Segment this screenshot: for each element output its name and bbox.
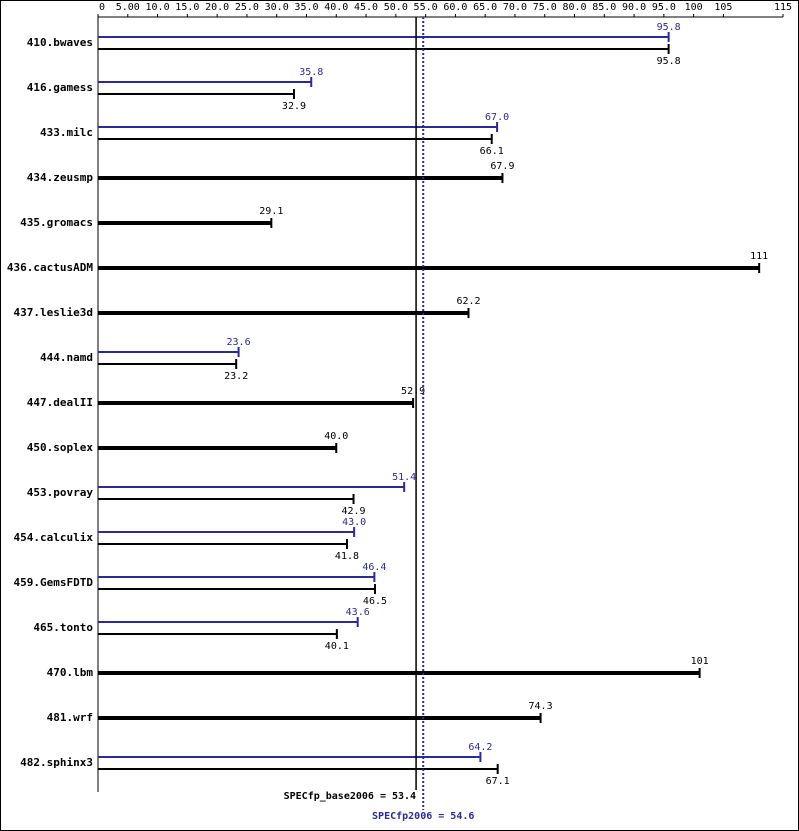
x-tick-label: 35.0 [294, 2, 318, 13]
category-label: 435.gromacs [20, 216, 93, 229]
value-label: 46.4 [362, 562, 386, 573]
reference-label: SPECfp2006 = 54.6 [372, 811, 474, 822]
category-label: 482.sphinx3 [20, 756, 93, 769]
value-label: 43.0 [342, 517, 366, 528]
x-tick-label: 50.0 [384, 2, 408, 13]
x-tick-label: 25.0 [235, 2, 259, 13]
value-label: 40.1 [325, 641, 349, 652]
value-label: 67.1 [486, 776, 510, 787]
x-tick-label: 85.0 [592, 2, 616, 13]
x-tick-label: 95.0 [652, 2, 676, 13]
x-tick-label: 20.0 [205, 2, 229, 13]
value-label: 66.1 [480, 146, 504, 157]
value-label: 40.0 [324, 431, 348, 442]
value-label: 32.9 [282, 101, 306, 112]
category-label: 416.gamess [27, 81, 93, 94]
value-label: 74.3 [529, 701, 553, 712]
value-label: 64.2 [468, 742, 492, 753]
x-tick-label: 40.0 [324, 2, 348, 13]
category-label: 454.calculix [14, 531, 94, 544]
category-label: 459.GemsFDTD [14, 576, 94, 589]
value-label: 52.9 [401, 386, 425, 397]
category-label: 444.namd [40, 351, 93, 364]
value-label: 41.8 [335, 551, 359, 562]
value-label: 35.8 [299, 67, 323, 78]
x-tick-label: 60.0 [443, 2, 467, 13]
x-tick-label: 80.0 [562, 2, 586, 13]
value-label: 95.8 [657, 56, 681, 67]
x-tick-label: 65.0 [473, 2, 497, 13]
x-tick-label: 105 [714, 2, 732, 13]
category-label: 434.zeusmp [27, 171, 94, 184]
category-label: 437.leslie3d [14, 306, 93, 319]
value-label: 29.1 [259, 206, 283, 217]
x-tick-label: 15.0 [175, 2, 199, 13]
value-label: 67.9 [490, 161, 514, 172]
category-label: 436.cactusADM [7, 261, 93, 274]
value-label: 95.8 [657, 22, 681, 33]
value-label: 101 [691, 656, 709, 667]
value-label: 23.2 [224, 371, 248, 382]
value-label: 67.0 [485, 112, 509, 123]
value-label: 46.5 [363, 596, 387, 607]
value-label: 42.9 [341, 506, 365, 517]
value-label: 62.2 [456, 296, 480, 307]
x-tick-label: 115 [774, 2, 792, 13]
category-label: 447.dealII [27, 396, 93, 409]
reference-label: SPECfp_base2006 = 53.4 [284, 791, 416, 802]
category-label: 481.wrf [47, 711, 93, 724]
value-label: 111 [750, 251, 768, 262]
x-tick-label: 10.0 [146, 2, 170, 13]
x-tick-label: 70.0 [503, 2, 527, 13]
category-label: 470.lbm [47, 666, 94, 679]
x-tick-label: 55.0 [414, 2, 438, 13]
x-tick-label: 30.0 [265, 2, 289, 13]
category-label: 453.povray [27, 486, 94, 499]
value-label: 51.4 [392, 472, 416, 483]
value-label: 43.6 [346, 607, 370, 618]
x-tick-label: 90.0 [622, 2, 646, 13]
category-label: 410.bwaves [27, 36, 93, 49]
category-label: 450.soplex [27, 441, 94, 454]
category-label: 433.milc [40, 126, 93, 139]
x-tick-label: 100 [685, 2, 703, 13]
category-label: 465.tonto [33, 621, 93, 634]
x-tick-label: 45.0 [354, 2, 378, 13]
x-tick-label: 0 [99, 2, 105, 13]
value-label: 23.6 [227, 337, 251, 348]
x-tick-label: 5.00 [116, 2, 140, 13]
x-tick-label: 75.0 [533, 2, 557, 13]
